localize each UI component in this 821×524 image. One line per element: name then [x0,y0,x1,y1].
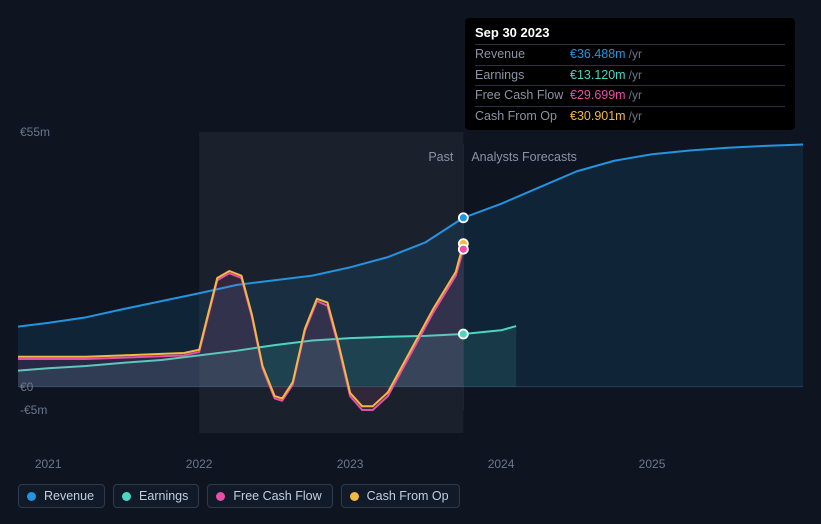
y-tick-label: -€5m [20,403,47,417]
y-tick-label: €55m [20,125,50,139]
forecast-region-label: Analysts Forecasts [471,150,577,164]
legend-swatch [122,492,131,501]
tooltip-title: Sep 30 2023 [475,24,785,44]
legend-label: Cash From Op [367,489,449,503]
end-marker-fcf [459,245,468,254]
end-marker-earnings [459,330,468,339]
legend-swatch [216,492,225,501]
legend-item-earnings[interactable]: Earnings [113,484,199,508]
tooltip-row: Cash From Op€30.901m/yr [475,106,785,127]
past-region-label: Past [428,150,453,164]
x-tick-label: 2025 [639,457,666,471]
legend-swatch [27,492,36,501]
tooltip-row: Revenue€36.488m/yr [475,44,785,65]
x-tick-label: 2023 [337,457,364,471]
end-marker-revenue [459,213,468,222]
legend-item-fcf[interactable]: Free Cash Flow [207,484,332,508]
tooltip-row-value: €30.901m [570,108,626,126]
tooltip-row-label: Cash From Op [475,108,570,126]
legend-swatch [350,492,359,501]
legend-item-revenue[interactable]: Revenue [18,484,105,508]
x-tick-label: 2024 [488,457,515,471]
tooltip-row-label: Earnings [475,67,570,85]
financials-chart: €55m €0 -€5m 2021 2022 2023 2024 2025 Past Ana… [0,0,821,524]
tooltip-row-value: €13.120m [570,67,626,85]
y-tick-label: €0 [20,380,33,394]
tooltip-row-value: €36.488m [570,46,626,64]
legend-item-cfo[interactable]: Cash From Op [341,484,460,508]
x-tick-label: 2022 [186,457,213,471]
legend-label: Earnings [139,489,188,503]
tooltip-row-unit: /yr [629,108,642,126]
tooltip-row: Earnings€13.120m/yr [475,65,785,86]
tooltip-row-unit: /yr [629,67,642,85]
tooltip-row: Free Cash Flow€29.699m/yr [475,85,785,106]
tooltip-row-unit: /yr [629,46,642,64]
legend-label: Free Cash Flow [233,489,321,503]
tooltip: Sep 30 2023 Revenue€36.488m/yrEarnings€1… [465,18,795,130]
tooltip-row-unit: /yr [629,87,642,105]
tooltip-row-value: €29.699m [570,87,626,105]
tooltip-row-label: Revenue [475,46,570,64]
x-tick-label: 2021 [35,457,62,471]
tooltip-row-label: Free Cash Flow [475,87,570,105]
legend: Revenue Earnings Free Cash Flow Cash From O… [18,484,460,508]
legend-label: Revenue [44,489,94,503]
